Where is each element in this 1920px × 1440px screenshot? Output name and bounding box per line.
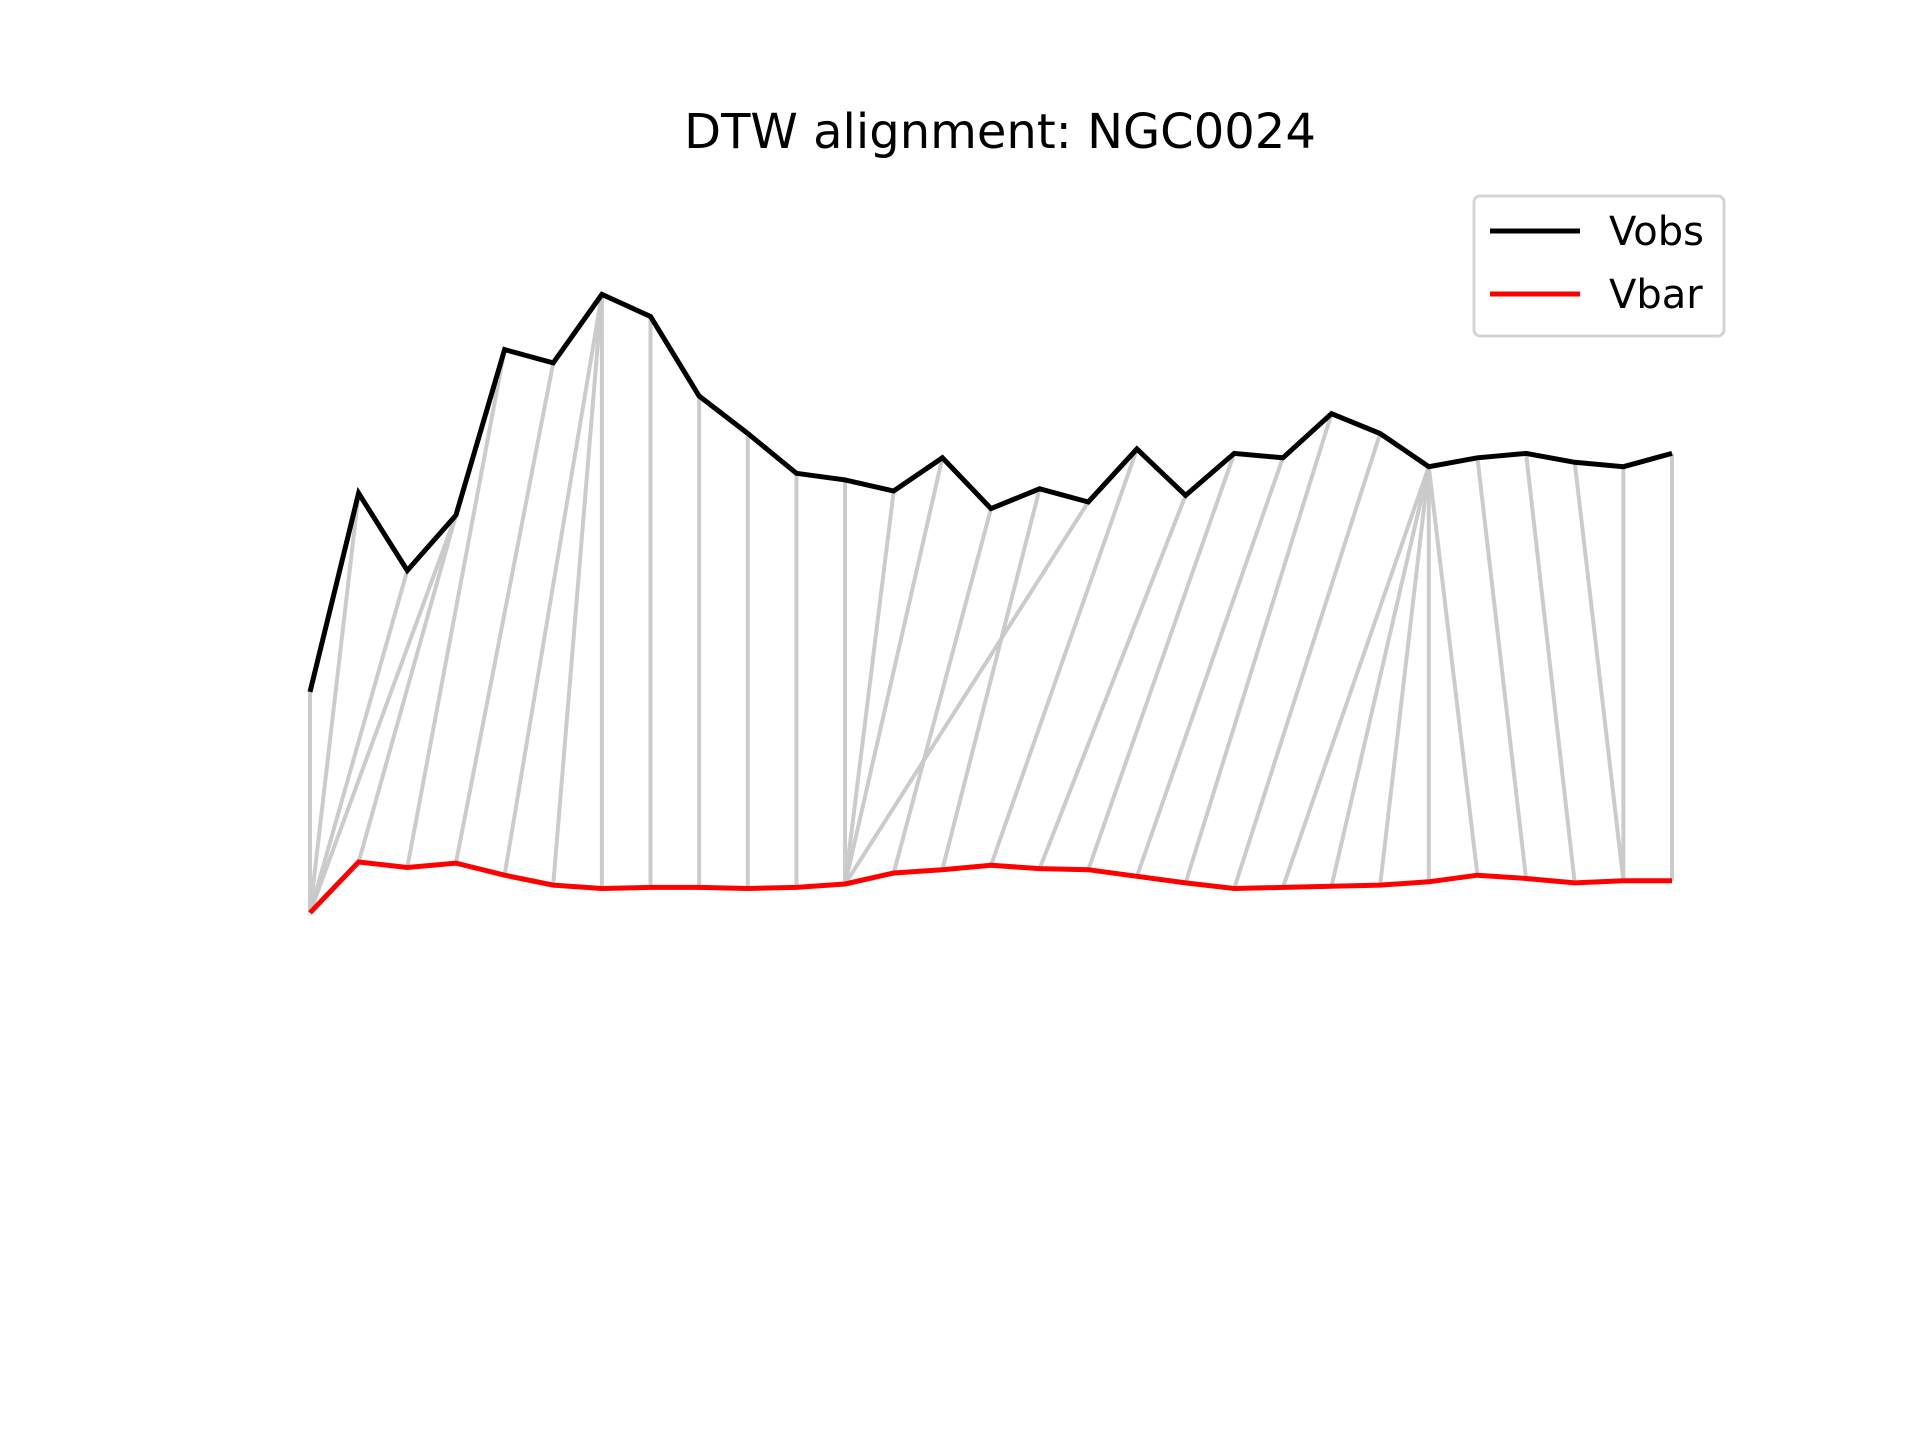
alignment-line (843, 457, 945, 885)
alignment-line (502, 294, 604, 876)
alignment-line (1426, 466, 1480, 876)
alignment-line (891, 508, 993, 874)
series-lines (307, 291, 1673, 915)
alignment-line (308, 569, 410, 914)
alignment-line (308, 514, 458, 914)
legend: Vobs Vbar (1472, 194, 1726, 338)
alignment-lines (308, 294, 1674, 914)
alignment-line (1135, 457, 1285, 877)
legend-label-vobs: Vobs (1609, 209, 1704, 255)
alignment-line (356, 514, 458, 863)
alignment-line (1572, 462, 1626, 881)
series-line-vobs (307, 291, 1673, 693)
alignment-line (989, 448, 1139, 866)
chart-title: DTW alignment: NGC0024 (684, 104, 1316, 160)
alignment-line (551, 294, 604, 886)
alignment-line (1183, 413, 1334, 884)
alignment-line (1329, 466, 1431, 887)
alignment-line (1475, 457, 1529, 879)
alignment-line (453, 362, 556, 864)
alignment-line (1037, 494, 1188, 870)
alignment-line (1524, 453, 1577, 884)
series-line-vbar (308, 859, 1672, 915)
alignment-line (1086, 452, 1237, 871)
alignment-line (1280, 466, 1431, 889)
alignment-line (940, 488, 1042, 871)
alignment-line (1378, 466, 1431, 886)
alignment-line (405, 349, 507, 868)
alignment-line (843, 490, 896, 885)
alignment-line (843, 500, 1090, 886)
legend-label-vbar: Vbar (1609, 272, 1703, 318)
alignment-line (308, 492, 361, 913)
alignment-line (1232, 432, 1383, 890)
